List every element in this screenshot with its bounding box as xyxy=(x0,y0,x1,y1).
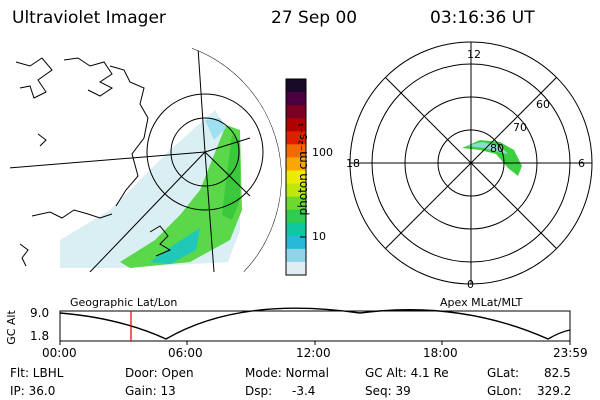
info-dsp: Dsp: xyxy=(245,384,273,398)
colorbar-cell xyxy=(286,248,306,263)
colorbar-cell xyxy=(286,79,306,93)
info-door: Door: Open xyxy=(125,366,194,380)
info-gain: Gain: 13 xyxy=(125,384,176,398)
altitude-y-bottom: 1.8 xyxy=(30,329,50,343)
geo-panel-label: Geographic Lat/Lon xyxy=(70,296,178,309)
info-flt: Flt: LBHL xyxy=(10,366,64,380)
x-tick-1800: 18:00 xyxy=(423,346,458,360)
x-tick-0600: 06:00 xyxy=(168,346,203,360)
app-title: Ultraviolet Imager xyxy=(12,8,166,28)
mlt-label-0: 0 xyxy=(467,278,474,291)
colorbar-cell xyxy=(286,92,306,106)
polar-panel-label: Apex MLat/MLT xyxy=(440,296,523,309)
colorbar-tick-10: 10 xyxy=(312,230,326,243)
colorbar-cell xyxy=(286,118,306,132)
lat-label-60: 60 xyxy=(536,98,550,111)
altitude-ylabel: GC Alt xyxy=(4,310,18,345)
lat-label-80: 80 xyxy=(490,142,504,155)
colorbar-cell xyxy=(286,183,306,198)
colorbar-cell xyxy=(286,209,306,224)
info-glat: GLat: xyxy=(487,366,520,380)
colorbar-cell xyxy=(286,157,306,171)
altitude-plot xyxy=(59,307,571,345)
geographic-map xyxy=(10,48,282,272)
date-label: 27 Sep 00 xyxy=(271,8,358,28)
colorbar-cell xyxy=(286,222,306,237)
x-tick-0000: 00:00 xyxy=(42,346,77,360)
x-tick-2359: 23:59 xyxy=(553,346,588,360)
colorbar-cell xyxy=(286,131,306,145)
mlt-label-12: 12 xyxy=(467,48,481,61)
x-tick-1200: 12:00 xyxy=(296,346,331,360)
info-mode: Mode: Normal xyxy=(245,366,329,380)
colorbar-cell xyxy=(286,170,306,185)
info-dsp-value: -3.4 xyxy=(292,384,316,398)
colorbar-cell xyxy=(286,261,306,276)
colorbar xyxy=(285,78,307,276)
info-ip: IP: 36.0 xyxy=(10,384,56,398)
info-glat-value: 82.5 xyxy=(544,366,571,380)
colorbar-tick-100: 100 xyxy=(312,146,333,159)
colorbar-cell xyxy=(286,235,306,250)
colorbar-cell xyxy=(286,196,306,211)
colorbar-cell xyxy=(286,144,306,158)
info-glon: GLon: xyxy=(487,384,522,398)
mlt-label-18: 18 xyxy=(346,157,360,170)
mlt-label-6: 6 xyxy=(578,157,585,170)
time-label: 03:16:36 UT xyxy=(430,8,535,28)
info-seq: Seq: 39 xyxy=(365,384,411,398)
lat-label-70: 70 xyxy=(513,121,527,134)
colorbar-unit-label: photon cm⁻²s⁻¹ xyxy=(296,122,310,216)
info-glon-value: 329.2 xyxy=(537,384,572,398)
colorbar-cell xyxy=(286,105,306,119)
info-gcalt: GC Alt: 4.1 Re xyxy=(365,366,449,380)
altitude-y-top: 9.0 xyxy=(30,306,50,320)
polar-plot xyxy=(349,41,593,285)
